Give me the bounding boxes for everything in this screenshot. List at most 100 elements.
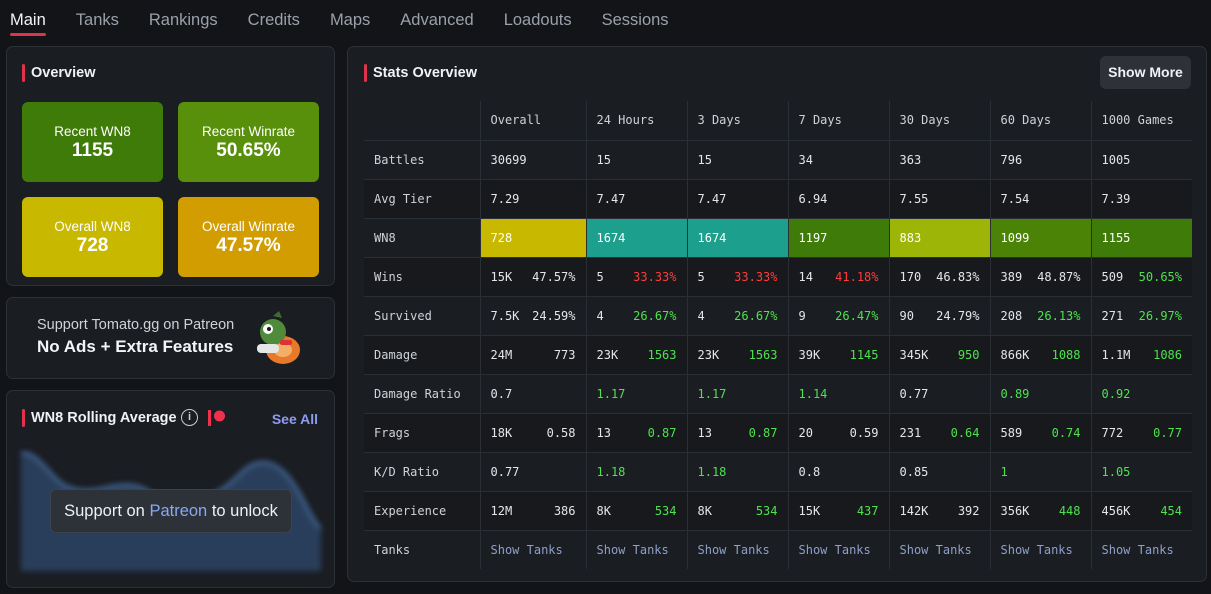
stats-cell: 18K 0.58 (479, 412, 586, 452)
row-label: Avg Tier (364, 178, 480, 218)
stats-cell: 1674 (585, 217, 687, 257)
stats-cell: 9 26.47% (787, 295, 889, 335)
patreon-unlock-overlay: Support on Patreon to unlock (50, 489, 292, 533)
rolling-average-title: WN8 Rolling Average (22, 409, 177, 427)
row-label: Survived (364, 295, 480, 335)
count-value: 208 (1000, 308, 1023, 323)
value-pair: 1.1M 1086 (1102, 348, 1183, 362)
tomato-mascot-icon (257, 311, 300, 364)
stats-cell: 1.1M 1086 (1090, 334, 1192, 374)
value-pair: 772 0.77 (1102, 426, 1183, 440)
count-value: 271 (1101, 308, 1124, 323)
tab-advanced[interactable]: Advanced (400, 11, 474, 29)
value-pair: 13 0.87 (698, 426, 778, 440)
rate-value: 437 (856, 503, 879, 518)
stats-cell: 728 (479, 217, 586, 257)
count-value: 1.1M (1101, 347, 1131, 362)
stats-cell: 15K 437 (787, 490, 889, 530)
rate-value: 24.79% (936, 308, 980, 323)
value-pair: 13 0.87 (597, 426, 677, 440)
tab-tanks[interactable]: Tanks (75, 11, 119, 29)
stats-overview-card: Stats Overview Show More Overall 24 Hours… (347, 46, 1207, 582)
patreon-link[interactable]: Patreon (149, 502, 208, 520)
value-pair: 589 0.74 (1001, 426, 1081, 440)
value-pair: 39K 1145 (799, 348, 879, 362)
count-value: 356K (1000, 503, 1030, 518)
stats-cell: 363 (888, 139, 990, 179)
stats-cell: 1.05 (1090, 451, 1192, 491)
show-tanks-link[interactable]: Show Tanks (787, 529, 889, 569)
stats-cell: 208 26.13% (989, 295, 1091, 335)
stats-cell: 5 33.33% (686, 256, 788, 296)
rate-value: 1088 (1051, 347, 1081, 362)
column-header: 3 Days (686, 101, 788, 140)
stats-cell: 34 (787, 139, 889, 179)
show-tanks-link[interactable]: Show Tanks (989, 529, 1091, 569)
tab-sessions[interactable]: Sessions (601, 11, 669, 29)
stats-cell: 866K 1088 (989, 334, 1091, 374)
tab-credits[interactable]: Credits (247, 11, 300, 29)
rate-value: 386 (553, 503, 576, 518)
stats-cell: 8K 534 (585, 490, 687, 530)
rate-value: 0.87 (647, 425, 677, 440)
patreon-promo-card[interactable]: Support Tomato.gg on Patreon No Ads + Ex… (6, 297, 335, 379)
value-pair: 5 33.33% (597, 270, 677, 284)
value-pair: 18K 0.58 (491, 426, 576, 440)
overall-wn8-tile: Overall WN8 728 (22, 197, 163, 277)
stats-cell: 0.85 (888, 451, 990, 491)
show-more-button[interactable]: Show More (1100, 56, 1191, 89)
value-pair: 509 50.65% (1102, 270, 1183, 284)
show-tanks-link[interactable]: Show Tanks (1090, 529, 1192, 569)
row-label: Wins (364, 256, 480, 296)
row-label: Damage (364, 334, 480, 374)
count-value: 13 (697, 425, 712, 440)
count-value: 231 (899, 425, 922, 440)
show-tanks-link[interactable]: Show Tanks (888, 529, 990, 569)
count-value: 15K (798, 503, 821, 518)
show-tanks-link[interactable]: Show Tanks (686, 529, 788, 569)
count-value: 24M (490, 347, 513, 362)
info-icon[interactable]: i (181, 409, 198, 426)
stats-cell: 1197 (787, 217, 889, 257)
value-pair: 4 26.67% (698, 309, 778, 323)
tab-main[interactable]: Main (10, 0, 46, 36)
column-header: Overall (479, 101, 586, 140)
stats-header-row: Overall 24 Hours 3 Days 7 Days 30 Days 60 Day… (364, 101, 1192, 140)
value-pair: 15K 47.57% (491, 270, 576, 284)
tile-label: Overall WN8 (54, 219, 131, 234)
tab-loadouts[interactable]: Loadouts (503, 11, 572, 29)
show-tanks-link[interactable]: Show Tanks (585, 529, 687, 569)
stats-cell: 7.39 (1090, 178, 1192, 218)
value-pair: 7.5K 24.59% (491, 309, 576, 323)
count-value: 5 (697, 269, 705, 284)
stats-overview-title: Stats Overview (364, 64, 477, 82)
row-label: Experience (364, 490, 480, 530)
stats-header-corner (364, 101, 480, 140)
unlock-suffix: to unlock (207, 502, 278, 520)
tile-value: 728 (76, 235, 109, 256)
rate-value: 47.57% (532, 269, 576, 284)
count-value: 345K (899, 347, 929, 362)
stats-cell: 13 0.87 (686, 412, 788, 452)
column-header: 1000 Games (1090, 101, 1192, 140)
show-tanks-link[interactable]: Show Tanks (479, 529, 586, 569)
stats-row-frags: Frags 18K 0.58 13 0.87 13 0.87 20 0.59 231 0.64 589… (364, 412, 1192, 452)
stats-cell: 1.18 (686, 451, 788, 491)
stats-cell: 509 50.65% (1090, 256, 1192, 296)
stats-row-survived: Survived 7.5K 24.59% 4 26.67% 4 26.67% 9 26.47% 9… (364, 295, 1192, 335)
see-all-link[interactable]: See All (271, 411, 318, 427)
tile-value: 1155 (71, 140, 114, 161)
tab-rankings[interactable]: Rankings (148, 11, 218, 29)
row-label: Damage Ratio (364, 373, 480, 413)
row-label: Battles (364, 139, 480, 179)
row-label: K/D Ratio (364, 451, 480, 491)
stats-cell: 7.47 (585, 178, 687, 218)
value-pair: 389 48.87% (1001, 270, 1081, 284)
recent-wn8-tile: Recent WN8 1155 (22, 102, 163, 182)
stats-cell: 20 0.59 (787, 412, 889, 452)
stats-cell: 12M 386 (479, 490, 586, 530)
tab-maps[interactable]: Maps (329, 11, 371, 29)
stats-cell: 271 26.97% (1090, 295, 1192, 335)
stats-row-damage-ratio: Damage Ratio 0.7 1.17 1.17 1.14 0.77 0.89 0.92 (364, 373, 1192, 413)
tile-label: Recent WN8 (54, 124, 131, 139)
